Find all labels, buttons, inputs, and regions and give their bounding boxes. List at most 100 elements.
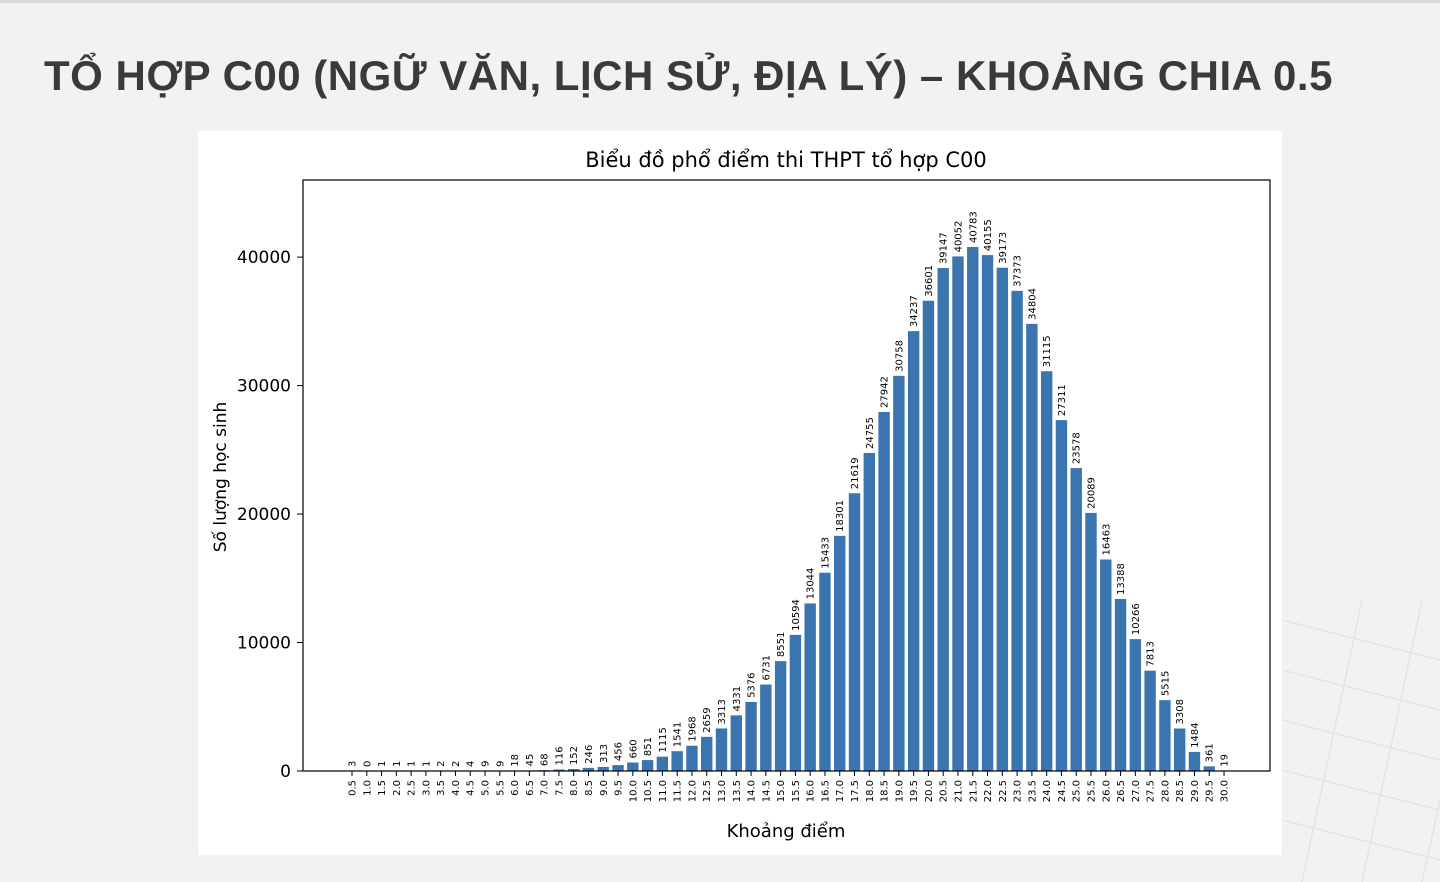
x-tick-label: 14.0 bbox=[747, 780, 758, 802]
bar bbox=[627, 762, 639, 771]
x-tick-label: 25.0 bbox=[1072, 780, 1083, 802]
bar-value-label: 19 bbox=[1220, 754, 1231, 767]
bar-value-label: 3308 bbox=[1175, 699, 1186, 724]
bar-value-label: 10594 bbox=[791, 599, 802, 631]
x-tick-label: 26.5 bbox=[1116, 780, 1127, 802]
bar-value-label: 21619 bbox=[850, 457, 861, 489]
bar-value-label: 3 bbox=[348, 761, 359, 767]
x-tick-label: 25.5 bbox=[1087, 780, 1098, 802]
bar-value-label: 30758 bbox=[894, 340, 905, 372]
x-tick-label: 0.5 bbox=[348, 780, 359, 796]
x-tick-label: 3.0 bbox=[421, 780, 432, 796]
x-tick-label: 29.0 bbox=[1190, 780, 1201, 802]
bar-value-label: 1968 bbox=[687, 716, 698, 741]
bar-value-label: 39147 bbox=[939, 232, 950, 264]
bar bbox=[760, 684, 772, 771]
x-tick-label: 16.0 bbox=[806, 780, 817, 802]
bar-value-label: 13388 bbox=[1116, 563, 1127, 595]
bar-value-label: 18 bbox=[510, 754, 521, 767]
bar bbox=[996, 267, 1009, 771]
bar-value-label: 40155 bbox=[983, 219, 994, 251]
bar-value-label: 4331 bbox=[732, 686, 743, 711]
x-tick-label: 13.0 bbox=[717, 780, 728, 802]
x-tick-label: 19.5 bbox=[909, 780, 920, 802]
x-tick-label: 23.0 bbox=[1013, 780, 1024, 802]
x-tick-label: 3.5 bbox=[436, 780, 447, 796]
decorative-grid bbox=[1282, 600, 1440, 882]
x-tick-label: 18.0 bbox=[865, 780, 876, 802]
bar-value-label: 31115 bbox=[1042, 335, 1053, 367]
bar-value-label: 27311 bbox=[1057, 384, 1068, 416]
bar bbox=[1159, 700, 1171, 771]
bar-value-label: 7813 bbox=[1146, 641, 1157, 666]
bar bbox=[612, 765, 624, 771]
y-axis-label: Số lượng học sinh bbox=[210, 402, 231, 553]
bar bbox=[686, 745, 698, 771]
bar-value-label: 36601 bbox=[924, 265, 935, 297]
plot-frame bbox=[302, 179, 1271, 772]
x-tick-label: 13.5 bbox=[732, 780, 743, 802]
x-tick-label: 20.5 bbox=[939, 780, 950, 802]
bar-value-label: 1 bbox=[377, 761, 388, 767]
bar-value-label: 456 bbox=[614, 742, 625, 761]
bar bbox=[907, 331, 920, 771]
bar-value-label: 68 bbox=[540, 753, 551, 766]
bar bbox=[656, 756, 669, 771]
x-tick-label: 29.5 bbox=[1205, 780, 1216, 802]
x-tick-label: 21.0 bbox=[953, 780, 964, 802]
x-tick-label: 7.0 bbox=[540, 780, 551, 796]
x-tick-label: 1.5 bbox=[377, 780, 388, 796]
bar-value-label: 2659 bbox=[702, 707, 713, 732]
bar bbox=[878, 412, 890, 771]
bar-value-label: 313 bbox=[599, 744, 610, 763]
histogram-chart: Biểu đồ phổ điểm thi THPT tổ hợp C00 Số … bbox=[210, 148, 1271, 842]
bar bbox=[774, 661, 787, 771]
x-tick-label: 28.0 bbox=[1160, 780, 1171, 802]
bar bbox=[671, 751, 683, 771]
bar-value-label: 34804 bbox=[1027, 288, 1038, 320]
bar-value-label: 45 bbox=[525, 754, 536, 767]
x-tick-label: 7.5 bbox=[554, 780, 565, 796]
bar-value-label: 40783 bbox=[968, 211, 979, 243]
x-tick-label: 17.5 bbox=[850, 780, 861, 802]
x-tick-label: 11.0 bbox=[658, 780, 669, 802]
bar-value-label: 660 bbox=[628, 739, 639, 758]
bar-value-label: 9 bbox=[495, 761, 506, 767]
bar-value-label: 2 bbox=[436, 761, 447, 767]
bar-value-label: 5515 bbox=[1160, 671, 1171, 696]
bar-value-label: 1 bbox=[407, 761, 418, 767]
x-tick-label: 22.0 bbox=[983, 780, 994, 802]
bar-value-label: 116 bbox=[554, 746, 565, 765]
x-tick-label: 24.5 bbox=[1057, 780, 1068, 802]
x-tick-label: 15.0 bbox=[776, 780, 787, 802]
x-tick-label: 14.5 bbox=[761, 780, 772, 802]
bar bbox=[701, 736, 713, 771]
chart-card: Biểu đồ phổ điểm thi THPT tổ hợp C00 Số … bbox=[198, 131, 1282, 855]
bar bbox=[1188, 751, 1201, 771]
x-tick-label: 8.5 bbox=[584, 780, 595, 796]
chart-title: Biểu đồ phổ điểm thi THPT tổ hợp C00 bbox=[585, 148, 987, 172]
x-tick-label: 5.0 bbox=[481, 780, 492, 796]
bar-value-label: 152 bbox=[569, 746, 580, 765]
bar bbox=[937, 268, 949, 771]
bar bbox=[952, 256, 964, 771]
x-tick-label: 1.0 bbox=[362, 780, 373, 796]
bar-value-label: 18301 bbox=[835, 500, 846, 532]
bar-value-label: 851 bbox=[643, 737, 654, 756]
bar bbox=[1085, 512, 1097, 771]
bar-value-label: 15433 bbox=[820, 537, 831, 569]
x-tick-label: 10.5 bbox=[643, 780, 654, 802]
bar bbox=[789, 634, 802, 771]
bar-value-label: 24755 bbox=[865, 417, 876, 449]
bar-value-label: 27942 bbox=[880, 376, 891, 408]
x-tick-label: 24.0 bbox=[1042, 780, 1053, 802]
bar bbox=[1011, 290, 1023, 771]
x-tick-label: 9.5 bbox=[614, 780, 625, 796]
bar bbox=[981, 255, 994, 772]
x-tick-label: 5.5 bbox=[495, 780, 506, 796]
x-tick-label: 11.5 bbox=[673, 780, 684, 802]
x-tick-label: 21.5 bbox=[968, 780, 979, 802]
x-tick-label: 20.0 bbox=[924, 780, 935, 802]
bar bbox=[1173, 728, 1186, 771]
x-tick-label: 6.0 bbox=[510, 780, 521, 796]
